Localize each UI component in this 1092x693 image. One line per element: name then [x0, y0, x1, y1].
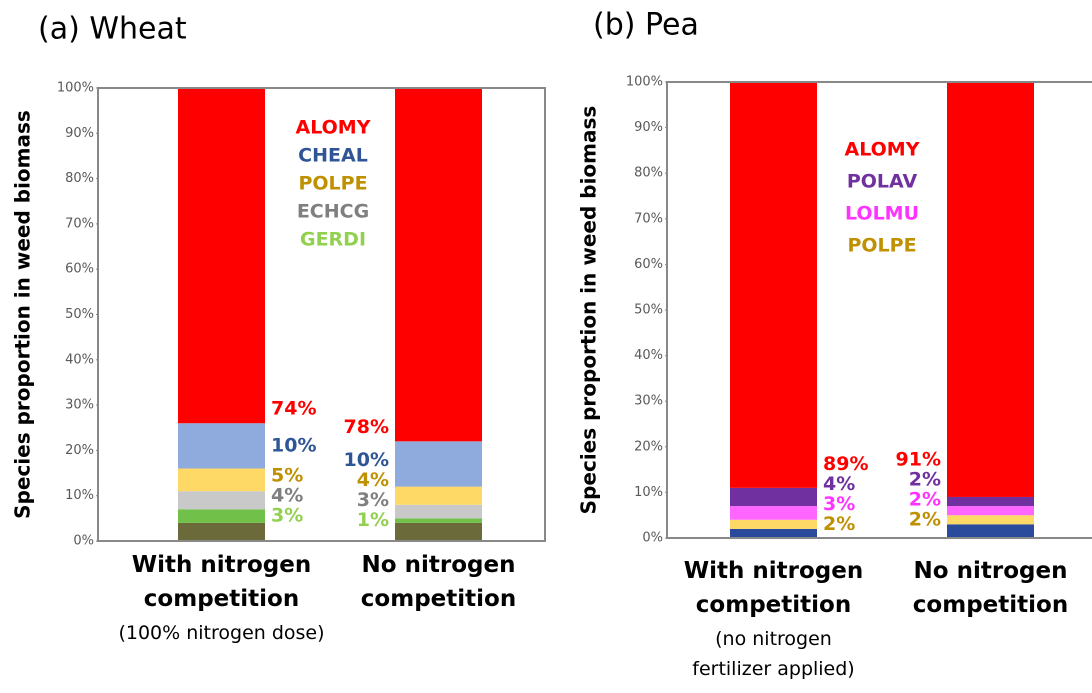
y-tick-label: 50% — [65, 307, 94, 322]
chart-title: (a) Wheat — [38, 12, 187, 47]
data-label: 4% — [823, 473, 855, 495]
bar-segment — [730, 506, 817, 520]
data-label: 89% — [823, 453, 868, 475]
y-tick-label: 0% — [73, 534, 94, 549]
bar-segment — [178, 468, 265, 492]
y-tick-label: 70% — [634, 211, 663, 226]
data-label: 10% — [271, 434, 316, 456]
y-tick-label: 10% — [634, 485, 663, 500]
chart-title: (b) Pea — [593, 8, 699, 43]
bar-segment — [178, 423, 265, 469]
bar-segment — [395, 518, 482, 523]
bar-segment — [178, 88, 265, 424]
bar-segment — [730, 528, 817, 538]
bar-segment — [947, 524, 1034, 538]
bar-segment — [947, 506, 1034, 516]
x-tick-label: No nitrogen competition — [912, 558, 1069, 618]
legend-entry: CHEAL — [298, 145, 368, 167]
bar-segment — [730, 487, 817, 507]
y-tick-label: 50% — [634, 303, 663, 318]
data-label: 1% — [357, 509, 389, 531]
bar-segment — [178, 509, 265, 523]
data-label: 2% — [823, 513, 855, 535]
legend-entry: ECHCG — [297, 201, 369, 223]
bar-segment — [730, 82, 817, 488]
data-label: 4% — [271, 485, 303, 507]
y-tick-label: 100% — [626, 75, 663, 90]
plot-frame — [666, 81, 1092, 539]
legend-entry: GERDI — [300, 229, 366, 251]
y-tick-label: 40% — [65, 352, 94, 367]
bar-segment — [395, 88, 482, 442]
y-axis-label: Species proportion in weed biomass — [577, 106, 601, 515]
y-tick-label: 0% — [642, 531, 663, 546]
x-tick-label: With nitrogen competition — [683, 558, 864, 618]
bar-segment — [395, 486, 482, 505]
x-tick-label: With nitrogen competition — [131, 552, 312, 612]
legend-entry: POLPE — [298, 173, 367, 195]
x-tick-label: No nitrogen competition — [360, 552, 517, 612]
legend-entry: ALOMY — [845, 139, 920, 161]
y-tick-label: 30% — [634, 394, 663, 409]
data-label: 5% — [271, 465, 303, 487]
data-label: 91% — [896, 448, 941, 470]
legend-entry: LOLMU — [845, 203, 919, 225]
y-tick-label: 30% — [65, 398, 94, 413]
data-label: 78% — [344, 416, 389, 438]
data-label: 10% — [344, 449, 389, 471]
y-tick-label: 90% — [634, 120, 663, 135]
y-tick-label: 20% — [65, 443, 94, 458]
data-label: 2% — [909, 468, 941, 490]
data-label: 74% — [271, 398, 316, 420]
y-tick-label: 100% — [57, 81, 94, 96]
bar-segment — [178, 491, 265, 510]
y-tick-label: 80% — [634, 166, 663, 181]
y-tick-label: 90% — [65, 126, 94, 141]
y-tick-label: 60% — [65, 262, 94, 277]
data-label: 3% — [357, 489, 389, 511]
data-label: 3% — [823, 493, 855, 515]
data-label: 2% — [909, 508, 941, 530]
bar-segment — [947, 82, 1034, 497]
bar-segment — [947, 496, 1034, 507]
y-tick-label: 70% — [65, 216, 94, 231]
data-label: 3% — [271, 505, 303, 527]
bar-segment — [395, 522, 482, 541]
category-note: (no nitrogen fertilizer applied) — [692, 628, 855, 680]
y-tick-label: 40% — [634, 348, 663, 363]
legend-entry: POLAV — [847, 171, 918, 193]
y-tick-label: 80% — [65, 171, 94, 186]
y-tick-label: 20% — [634, 439, 663, 454]
legend-entry: ALOMY — [296, 117, 371, 139]
category-note: (100% nitrogen dose) — [118, 622, 325, 644]
y-axis-label: Species proportion in weed biomass — [11, 110, 35, 519]
bar-segment — [395, 504, 482, 519]
bar-segment — [947, 515, 1034, 525]
data-label: 2% — [909, 488, 941, 510]
y-tick-label: 60% — [634, 257, 663, 272]
plot-frame — [97, 87, 546, 542]
y-tick-label: 10% — [65, 488, 94, 503]
bar-segment — [395, 441, 482, 487]
bar-segment — [178, 522, 265, 541]
bar-segment — [730, 519, 817, 529]
data-label: 4% — [357, 469, 389, 491]
legend-entry: POLPE — [847, 235, 916, 257]
